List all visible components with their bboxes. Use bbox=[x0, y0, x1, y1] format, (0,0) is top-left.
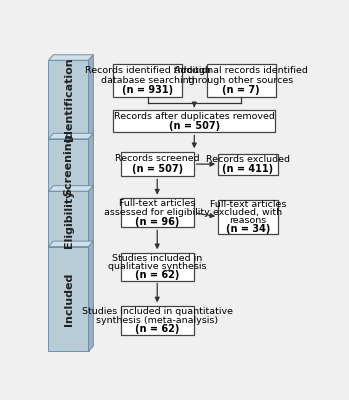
FancyBboxPatch shape bbox=[121, 198, 194, 228]
Text: synthesis (meta-analysis): synthesis (meta-analysis) bbox=[96, 316, 218, 325]
FancyBboxPatch shape bbox=[121, 253, 194, 280]
FancyBboxPatch shape bbox=[49, 247, 89, 351]
Text: Studies included in: Studies included in bbox=[112, 254, 202, 263]
Polygon shape bbox=[49, 55, 94, 60]
Text: Studies included in quantitative: Studies included in quantitative bbox=[82, 307, 233, 316]
Text: Identification: Identification bbox=[64, 58, 74, 142]
Text: Records excluded: Records excluded bbox=[206, 155, 290, 164]
Text: excluded, with: excluded, with bbox=[213, 208, 282, 217]
Text: Additional records identified: Additional records identified bbox=[174, 66, 308, 75]
Text: Included: Included bbox=[64, 272, 74, 326]
Text: Eligibility: Eligibility bbox=[64, 190, 74, 248]
FancyBboxPatch shape bbox=[113, 64, 182, 96]
Polygon shape bbox=[49, 241, 94, 247]
Text: reasons: reasons bbox=[229, 216, 266, 225]
Polygon shape bbox=[89, 241, 94, 351]
Text: (n = 507): (n = 507) bbox=[169, 121, 220, 131]
FancyBboxPatch shape bbox=[121, 306, 194, 335]
Text: Screening: Screening bbox=[64, 134, 74, 196]
Text: Records screened: Records screened bbox=[115, 154, 200, 163]
Text: Records identified through: Records identified through bbox=[85, 66, 211, 75]
FancyBboxPatch shape bbox=[49, 139, 89, 191]
FancyBboxPatch shape bbox=[218, 200, 277, 234]
Polygon shape bbox=[89, 133, 94, 191]
Text: (n = 96): (n = 96) bbox=[135, 217, 179, 227]
Text: (n = 411): (n = 411) bbox=[222, 164, 273, 174]
Text: Full-text articles: Full-text articles bbox=[210, 200, 286, 210]
Text: qualitative synthesis: qualitative synthesis bbox=[108, 262, 207, 271]
Polygon shape bbox=[89, 186, 94, 247]
Text: through other sources: through other sources bbox=[188, 76, 294, 85]
FancyBboxPatch shape bbox=[218, 154, 277, 174]
FancyBboxPatch shape bbox=[49, 60, 89, 139]
FancyBboxPatch shape bbox=[207, 64, 276, 96]
Text: Full-text articles: Full-text articles bbox=[119, 200, 195, 208]
Text: (n = 507): (n = 507) bbox=[132, 164, 183, 174]
Text: Records after duplicates removed: Records after duplicates removed bbox=[114, 112, 275, 121]
Text: database searching: database searching bbox=[101, 76, 195, 85]
Polygon shape bbox=[89, 55, 94, 139]
Text: (n = 62): (n = 62) bbox=[135, 270, 179, 280]
Polygon shape bbox=[49, 186, 94, 191]
Text: (n = 7): (n = 7) bbox=[222, 85, 260, 95]
Polygon shape bbox=[49, 133, 94, 139]
Text: (n = 34): (n = 34) bbox=[226, 224, 270, 234]
FancyBboxPatch shape bbox=[49, 191, 89, 247]
Text: (n = 931): (n = 931) bbox=[122, 85, 173, 95]
Text: (n = 62): (n = 62) bbox=[135, 324, 179, 334]
FancyBboxPatch shape bbox=[113, 110, 275, 132]
Text: assessed for eligibility: assessed for eligibility bbox=[104, 208, 210, 217]
FancyBboxPatch shape bbox=[121, 152, 194, 176]
